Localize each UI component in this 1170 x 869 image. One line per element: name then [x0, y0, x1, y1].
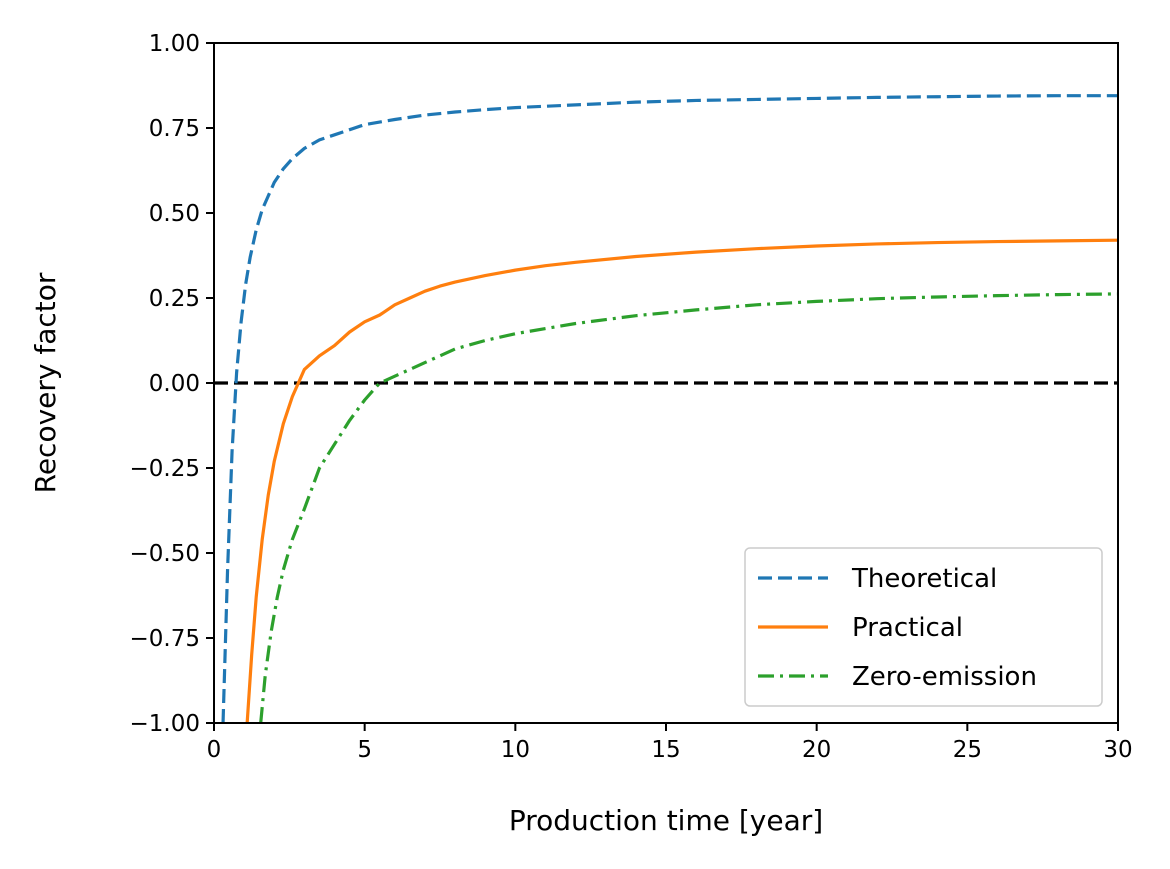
y-axis-title: Recovery factor	[29, 272, 62, 493]
legend-box	[744, 547, 1103, 707]
y-tick-label: −0.50	[130, 541, 200, 567]
series-layer	[221, 94, 1118, 723]
series-line-theoretical	[221, 94, 1118, 723]
x-axis: 0 5 10 15 20 25 30	[207, 723, 1133, 763]
legend-label-theoretical: Theoretical	[851, 564, 997, 594]
y-tick-label: −1.00	[130, 711, 200, 737]
y-axis: −1.00 −0.75 −0.50 −0.25 0.00 0.25 0.50 0.75 1.00	[130, 31, 214, 737]
x-axis-title: Production time [year]	[509, 804, 823, 837]
legend-label-zero-emission: Zero-emission	[852, 662, 1037, 692]
y-tick-label: 1.00	[149, 31, 200, 57]
x-tick-label: 20	[802, 737, 831, 763]
series-line-practical	[245, 238, 1118, 723]
x-tick-label: 15	[651, 737, 680, 763]
x-tick-label: 30	[1103, 737, 1132, 763]
y-tick-label: 0.25	[149, 286, 200, 312]
x-tick-label: 10	[501, 737, 530, 763]
series-line-zero-emission	[259, 292, 1118, 723]
legend-label-practical: Practical	[852, 613, 963, 643]
y-tick-label: −0.75	[130, 626, 200, 652]
y-tick-label: 0.75	[149, 116, 200, 142]
x-tick-label: 0	[207, 737, 222, 763]
y-tick-label: 0.50	[149, 201, 200, 227]
y-tick-label: 0.00	[149, 371, 200, 397]
x-tick-label: 5	[357, 737, 372, 763]
x-tick-label: 25	[953, 737, 982, 763]
legend: Theoretical Practical Zero-emission	[744, 547, 1103, 707]
y-tick-label: −0.25	[130, 456, 200, 482]
